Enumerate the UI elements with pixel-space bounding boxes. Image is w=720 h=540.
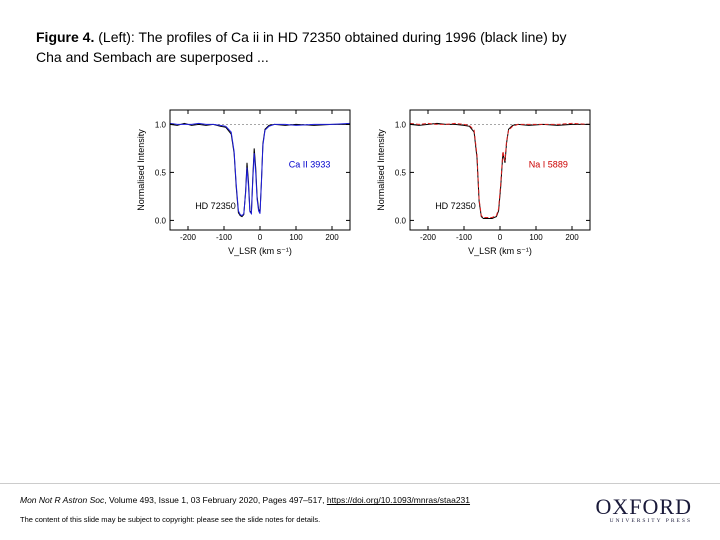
svg-text:200: 200 — [565, 233, 579, 242]
svg-text:-200: -200 — [180, 233, 197, 242]
svg-text:0.5: 0.5 — [395, 168, 407, 177]
svg-text:V_LSR (km s⁻¹): V_LSR (km s⁻¹) — [228, 246, 292, 256]
publisher-logo: OXFORD UNIVERSITY PRESS — [596, 494, 700, 524]
svg-text:200: 200 — [325, 233, 339, 242]
svg-text:HD 72350: HD 72350 — [195, 201, 236, 211]
svg-text:Na I 5889: Na I 5889 — [529, 160, 568, 170]
svg-text:100: 100 — [289, 233, 303, 242]
footer-text: Mon Not R Astron Soc, Volume 493, Issue … — [20, 494, 470, 526]
svg-text:0: 0 — [258, 233, 263, 242]
logo-text: OXFORD — [596, 494, 692, 520]
chart-panel-right: -200 -100 0 100 200 0.0 0.5 1.0 V_LSR (km s⁻¹) No… — [372, 100, 600, 258]
svg-text:1.0: 1.0 — [155, 120, 167, 129]
footer: Mon Not R Astron Soc, Volume 493, Issue … — [0, 483, 720, 540]
svg-text:0.0: 0.0 — [395, 216, 407, 225]
svg-text:0: 0 — [498, 233, 503, 242]
doi-link[interactable]: https://doi.org/10.1093/mnras/staa231 — [327, 495, 470, 505]
svg-text:1.0: 1.0 — [395, 120, 407, 129]
svg-text:Normalised Intensity: Normalised Intensity — [376, 129, 386, 211]
figure-caption: Figure 4. (Left): The profiles of Ca ii … — [36, 28, 596, 67]
svg-text:HD 72350: HD 72350 — [435, 201, 476, 211]
svg-text:100: 100 — [529, 233, 543, 242]
svg-text:Ca II 3933: Ca II 3933 — [289, 160, 331, 170]
svg-text:-200: -200 — [420, 233, 437, 242]
citation-details: , Volume 493, Issue 1, 03 February 2020,… — [104, 495, 327, 505]
figure-caption-text: (Left): The profiles of Ca ii in HD 7235… — [36, 29, 566, 65]
svg-text:-100: -100 — [216, 233, 233, 242]
svg-text:0.0: 0.0 — [155, 216, 167, 225]
chart-panel-left: -200 -100 0 100 200 0.0 0.5 1.0 V_LSR (km s⁻¹) No… — [132, 100, 360, 258]
citation: Mon Not R Astron Soc, Volume 493, Issue … — [20, 494, 470, 508]
chart-container: -200 -100 0 100 200 0.0 0.5 1.0 V_LSR (km s⁻¹) No… — [132, 100, 600, 258]
figure-label: Figure 4. — [36, 29, 94, 45]
svg-text:V_LSR (km s⁻¹): V_LSR (km s⁻¹) — [468, 246, 532, 256]
copyright-notice: The content of this slide may be subject… — [20, 514, 470, 526]
journal-name: Mon Not R Astron Soc — [20, 495, 104, 505]
logo-subtitle: UNIVERSITY PRESS — [596, 518, 692, 524]
svg-text:Normalised Intensity: Normalised Intensity — [136, 129, 146, 211]
svg-text:-100: -100 — [456, 233, 473, 242]
svg-text:0.5: 0.5 — [155, 168, 167, 177]
